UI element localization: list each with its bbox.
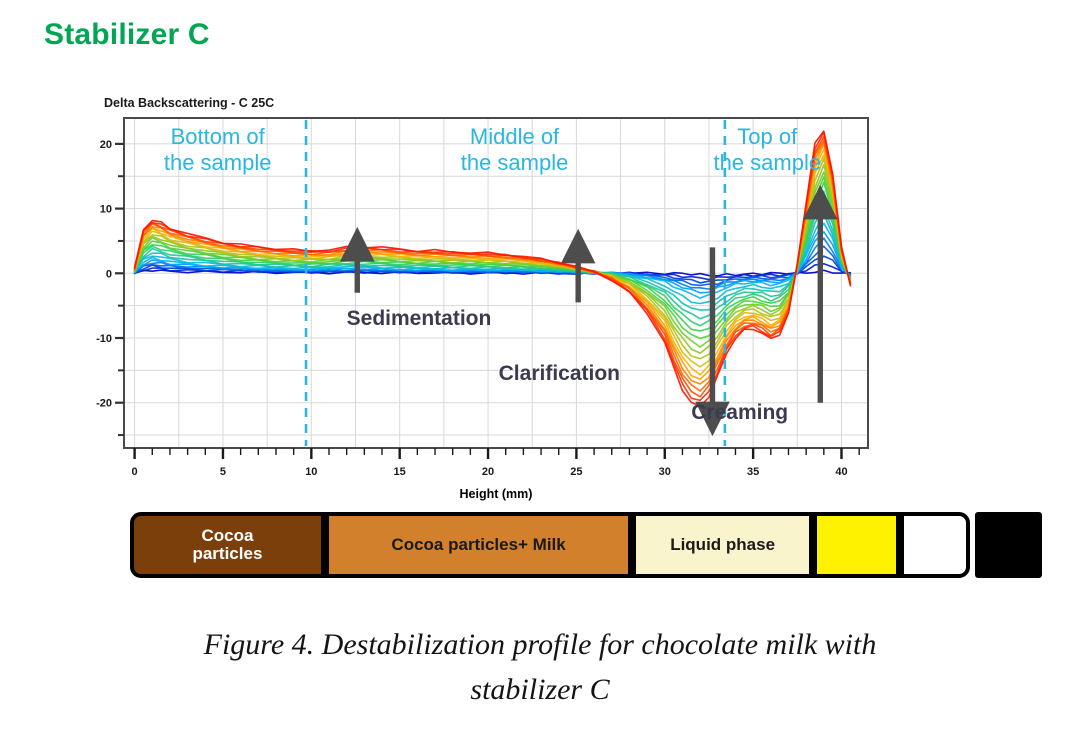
annotation-label: Sedimentation <box>347 307 492 330</box>
x-tick-label: 20 <box>482 466 494 478</box>
x-tick-label: 30 <box>659 466 671 478</box>
tube-segment-cocoa-particles: Cocoa particles <box>130 512 325 578</box>
chart-figure: Delta Backscattering - C 25C 20 10 0 -10 -20… <box>96 96 876 508</box>
caption-line-1: Figure 4. Destabilization profile for ch… <box>203 628 877 661</box>
sample-tube-diagram: Cocoa particles Cocoa particles+ Milk Liqui… <box>130 512 1043 578</box>
curve-family <box>133 130 852 407</box>
x-tick-label: 10 <box>305 466 317 478</box>
annotation-label: Creaming <box>691 401 788 424</box>
plot-frame <box>123 117 869 449</box>
tube-segment-cocoa-particles-milk: Cocoa particles+ Milk <box>324 512 633 578</box>
tube-segment-yellow-band <box>812 512 901 578</box>
y-tick-label: 0 <box>106 268 112 280</box>
zone-label-line2: the sample <box>713 150 821 175</box>
chart-title: Delta Backscattering - C 25C <box>104 96 275 110</box>
zone-label-line2: the sample <box>461 150 569 175</box>
zone-label-line1: Middle of <box>470 124 560 149</box>
y-tick-label: -10 <box>96 333 112 345</box>
x-tick-label: 0 <box>132 466 138 478</box>
bs-curve <box>133 130 852 407</box>
page-title: Stabilizer C <box>44 18 210 51</box>
plot-background <box>124 118 868 448</box>
y-tick-label: 10 <box>100 204 112 216</box>
zone-label-line2: the sample <box>164 150 272 175</box>
tube-segment-label: Liquid phase <box>670 534 776 554</box>
tube-segment-white-band <box>900 512 970 578</box>
annotation-label: Clarification <box>499 362 620 385</box>
x-tick-label: 15 <box>394 466 406 478</box>
tube-segment-label: Cocoa particles+ Milk <box>391 534 566 554</box>
tube-segment-label: particles <box>192 544 263 563</box>
x-tick-label: 35 <box>747 466 759 478</box>
x-tick-label: 25 <box>570 466 582 478</box>
x-axis-title: Height (mm) <box>460 487 533 501</box>
zone-label-line1: Top of <box>737 124 798 149</box>
zone-label-line1: Bottom of <box>171 124 266 149</box>
y-tick-label: -20 <box>96 398 112 410</box>
tube-segment-label: Cocoa <box>201 525 254 545</box>
caption-line-2: stabilizer C <box>470 673 610 706</box>
x-tick-label: 40 <box>835 466 847 478</box>
figure-caption: Figure 4. Destabilization profile for ch… <box>60 622 1020 712</box>
tube-segment-liquid-phase: Liquid phase <box>632 512 813 578</box>
y-tick-label: 20 <box>100 139 112 151</box>
tube-segment-cap <box>975 512 1043 578</box>
x-tick-label: 5 <box>220 466 226 478</box>
